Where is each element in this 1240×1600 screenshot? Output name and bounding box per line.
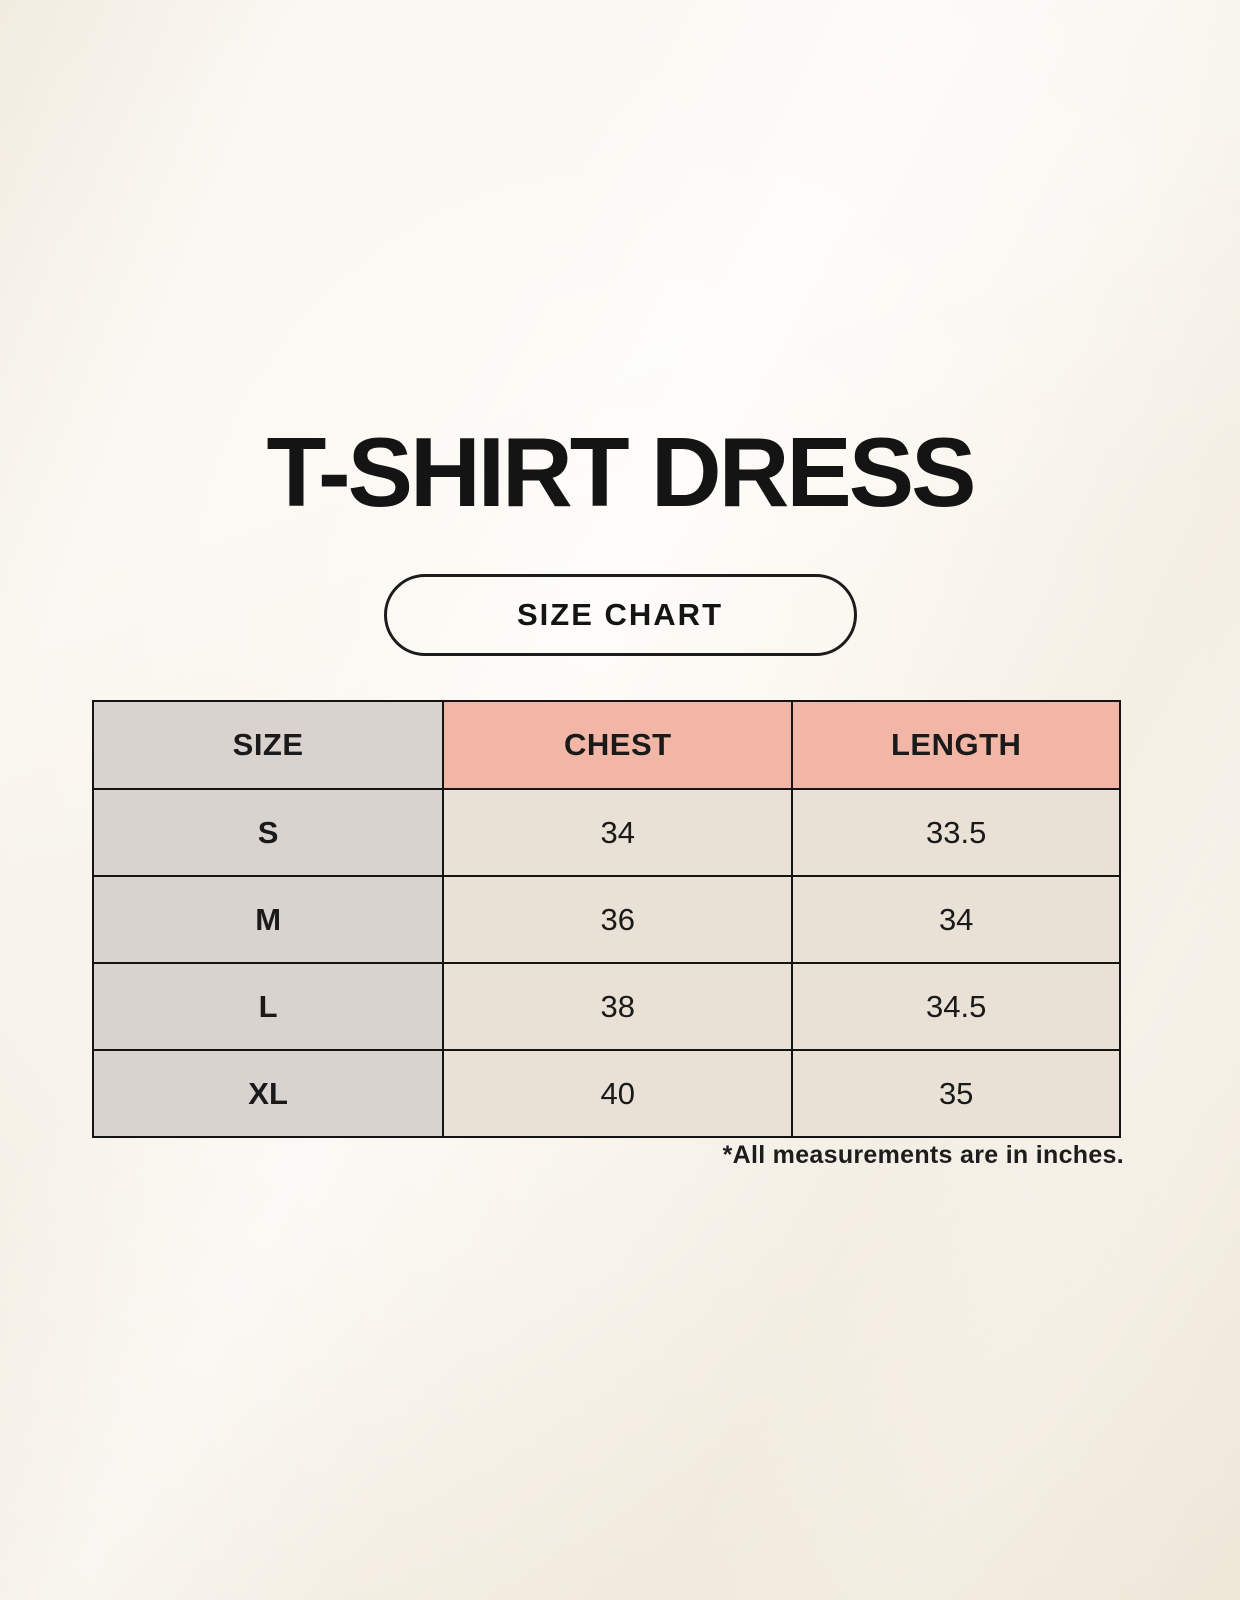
size-chart-table: SIZE CHEST LENGTH S 34 33.5 M 36 34 L 38… xyxy=(91,700,1121,1138)
length-cell: 34 xyxy=(791,875,1121,964)
table-row-s: S 34 33.5 xyxy=(91,788,1121,877)
size-cell: M xyxy=(91,875,445,964)
length-cell: 33.5 xyxy=(791,788,1121,877)
column-header-size: SIZE xyxy=(91,700,445,790)
measurements-footnote: *All measurements are in inches. xyxy=(722,1141,1124,1169)
size-chart-badge-label: SIZE CHART xyxy=(517,597,723,632)
size-cell: L xyxy=(91,962,445,1051)
table-row-l: L 38 34.5 xyxy=(91,962,1121,1051)
table-row-m: M 36 34 xyxy=(91,875,1121,964)
table-row-xl: XL 40 35 xyxy=(91,1049,1121,1138)
chest-cell: 36 xyxy=(442,875,794,964)
page-title: T-SHIRT DRESS xyxy=(266,417,977,527)
size-cell: S xyxy=(91,788,445,877)
size-cell: XL xyxy=(91,1049,445,1138)
chest-cell: 38 xyxy=(442,962,794,1051)
chest-cell: 40 xyxy=(442,1049,794,1138)
table-header-row: SIZE CHEST LENGTH xyxy=(91,700,1121,790)
chest-cell: 34 xyxy=(442,788,794,877)
column-header-length: LENGTH xyxy=(791,700,1121,790)
size-chart-badge: SIZE CHART xyxy=(383,574,857,656)
length-cell: 35 xyxy=(791,1049,1121,1138)
length-cell: 34.5 xyxy=(791,962,1121,1051)
column-header-chest: CHEST xyxy=(442,700,794,790)
